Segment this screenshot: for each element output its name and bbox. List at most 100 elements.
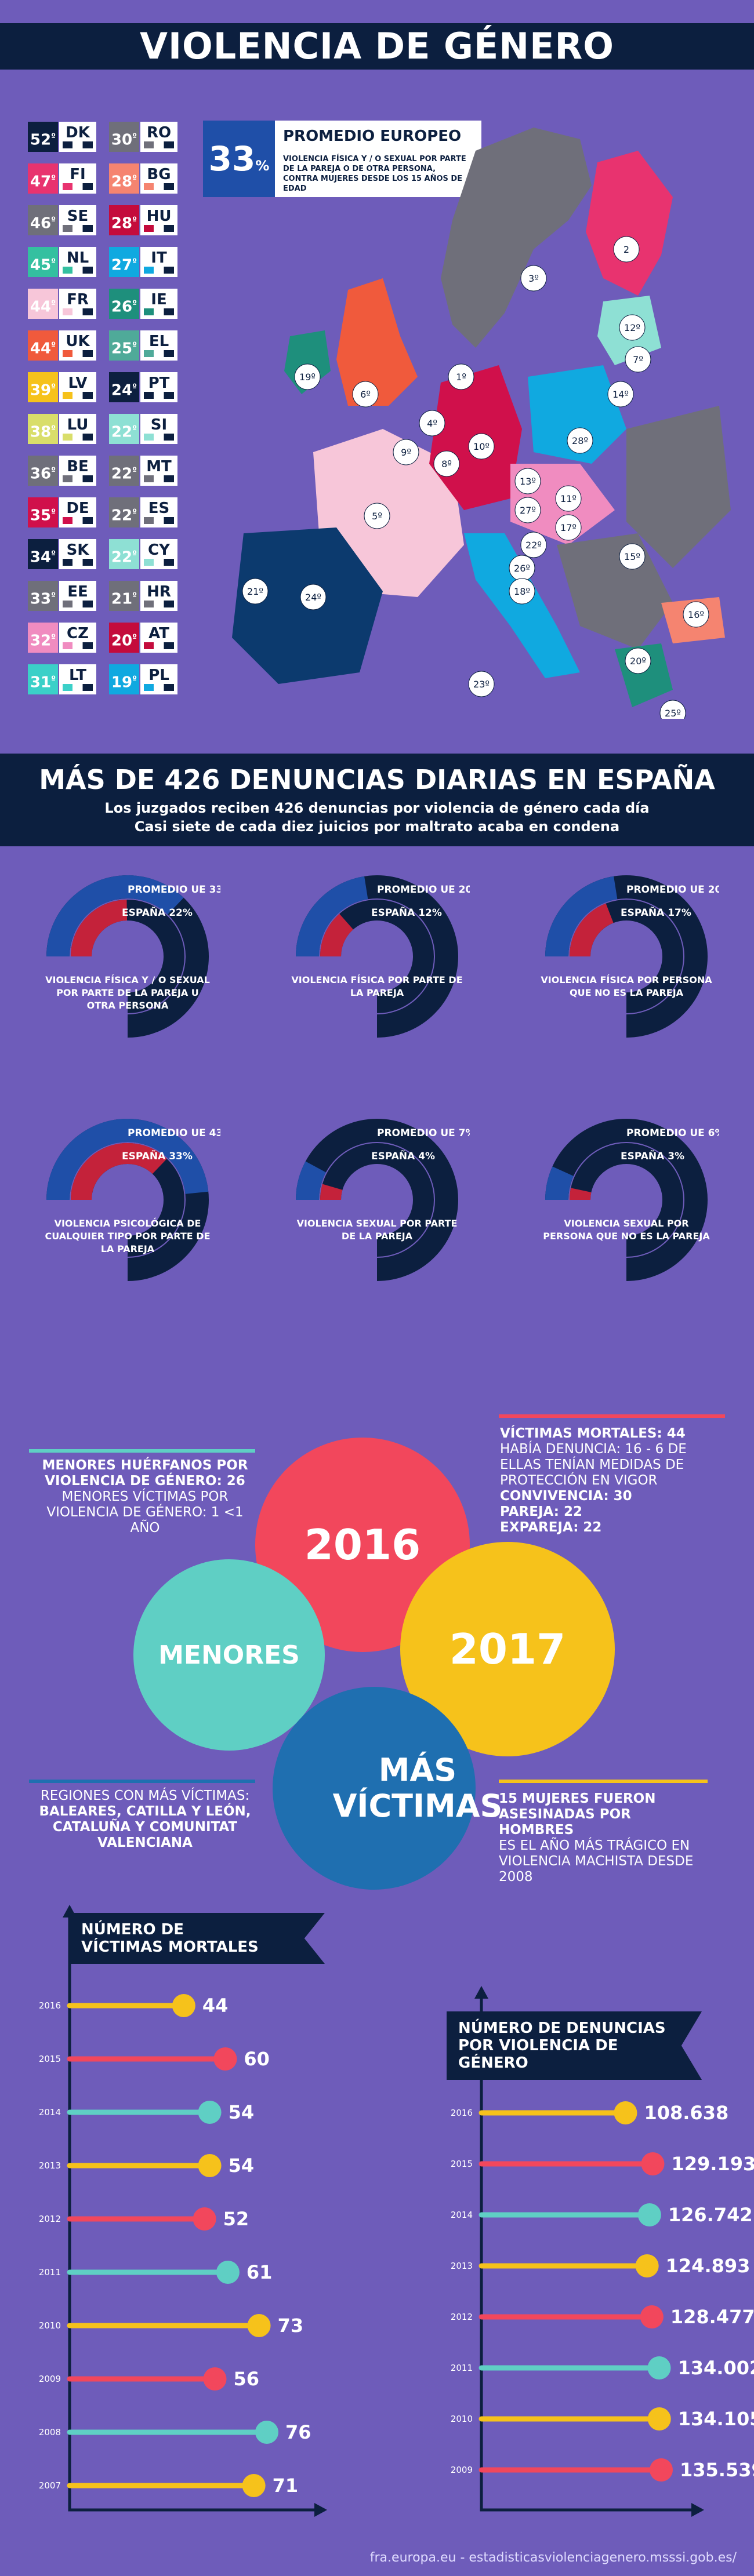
section2-sub2: Casi siete de cada diez juicios por malt… [134, 818, 620, 835]
country-pct-lt: 31º [28, 664, 58, 694]
country-pct-lu: 38º [28, 414, 58, 444]
map-region-east [626, 406, 731, 568]
country-code-se: SE [59, 205, 96, 235]
chart-value-label: 124.893 [666, 2255, 751, 2277]
country-code-de: DE [59, 497, 96, 527]
flag-icon [144, 267, 174, 274]
map-rank-badge: 13º [514, 468, 541, 494]
chart-year-label: 2014 [39, 2107, 61, 2117]
bubble-mas-victimas: MÁS VÍCTIMAS [273, 1687, 502, 1890]
chart-value-label: 54 [229, 2155, 255, 2177]
country-code-si: SI [140, 414, 177, 444]
victimas-2017-title: 15 MUJERES FUERON ASESINADAS POR HOMBRES [499, 1791, 656, 1838]
country-code-nl: NL [59, 247, 96, 277]
map-rank-badge: 20º [625, 647, 651, 674]
chart-year-label: 2012 [451, 2312, 473, 2322]
donut-chart: PROMEDIO UE 33% ESPAÑA 22% [46, 875, 220, 1038]
flag-icon [63, 392, 93, 399]
chart-value-label: 56 [234, 2368, 260, 2390]
country-code-es: ES [140, 497, 177, 527]
flag-icon [63, 141, 93, 148]
flag-icon [144, 434, 174, 441]
map-rank-badge: 7º [625, 346, 651, 373]
country-pct-ee: 33º [28, 581, 58, 611]
regiones-title: BALEARES, CATILLA Y LEÓN, CATALUÑA Y COM… [39, 1804, 251, 1850]
donut-es-label: ESPAÑA 12% [371, 905, 442, 919]
chart-year-label: 2013 [39, 2160, 61, 2171]
donut-es-arc [320, 1184, 343, 1200]
country-pct-es: 22º [109, 497, 139, 527]
flag-icon [144, 308, 174, 315]
donut-ue-arc [296, 876, 368, 957]
map-rank-badge: 9º [393, 439, 419, 465]
chart-point [172, 1994, 195, 2017]
svg-text:8º: 8º [441, 459, 452, 470]
country-pct-fi: 47º [28, 163, 58, 194]
chart-point [213, 2047, 237, 2071]
flag-icon [63, 308, 93, 315]
country-pct-de: 35º [28, 497, 58, 527]
map-rank-badge: 17º [555, 514, 582, 541]
chart-value-label: 126.742 [668, 2204, 753, 2226]
chart2-title: NÚMERO DE DENUNCIAS POR VIOLENCIA DE GÉN… [447, 2011, 702, 2080]
chart-year-label: 2012 [39, 2214, 61, 2224]
country-pct-hr: 21º [109, 581, 139, 611]
chart-point [647, 2356, 671, 2379]
svg-text:27º: 27º [520, 505, 536, 516]
svg-text:15º: 15º [624, 551, 640, 562]
deco-line-2017 [499, 1780, 708, 1783]
map-rank-badge: 24º [300, 584, 327, 610]
deco-line-2016 [499, 1414, 725, 1418]
svg-text:25º: 25º [665, 708, 681, 719]
chart-year-label: 2011 [451, 2363, 473, 2373]
country-pct-it: 27º [109, 247, 139, 277]
donut-ue-label: PROMEDIO UE 7% [377, 1127, 470, 1139]
country-pct-nl: 45º [28, 247, 58, 277]
svg-text:4º: 4º [427, 418, 437, 429]
eu-average-value: 33% [203, 121, 275, 197]
country-code-lt: LT [59, 664, 96, 694]
chart-point [635, 2254, 659, 2277]
country-code-it: IT [140, 247, 177, 277]
donut-chart: PROMEDIO UE 6% ESPAÑA 3% [545, 1119, 719, 1281]
country-pct-ro: 30º [109, 122, 139, 152]
map-rank-badge: 28º [567, 427, 593, 454]
chart-point [216, 2261, 240, 2284]
chart-point [242, 2474, 266, 2497]
donut-es-arc [71, 1143, 167, 1200]
svg-text:24º: 24º [305, 592, 321, 603]
chart-point [640, 2305, 664, 2328]
chart-value-label: 60 [244, 2048, 270, 2070]
victimas-2017-info: 15 MUJERES FUERON ASESINADAS POR HOMBRES… [499, 1791, 708, 1885]
donut-es-arc [570, 1188, 592, 1200]
chart-year-label: 2008 [39, 2427, 61, 2437]
chart-point [203, 2367, 227, 2391]
chart-year-label: 2013 [451, 2261, 473, 2271]
chart-value-label: 61 [246, 2261, 273, 2283]
chart-point [647, 2407, 671, 2431]
map-rank-badge: 6º [352, 381, 379, 407]
map-rank-badge: 16º [683, 601, 709, 628]
chart-year-label: 2016 [451, 2108, 473, 2118]
country-pct-se: 46º [28, 205, 58, 235]
chart-victimas-mortales: 2016 44 2015 60 2014 54 2013 54 2012 52 2011 61 2010… [39, 1905, 327, 2517]
arrow-up-icon [474, 1986, 488, 1999]
flag-icon [144, 350, 174, 357]
country-pct-si: 22º [109, 414, 139, 444]
country-code-lv: LV [59, 372, 96, 402]
map-rank-badge: 1º [448, 363, 474, 390]
victimas-2016-convivencia: CONVIVENCIA: 30 [500, 1489, 632, 1504]
country-code-fi: FI [59, 163, 96, 194]
svg-text:22º: 22º [525, 540, 542, 551]
svg-text:21º: 21º [247, 586, 263, 597]
victimas-2016-expareja: EXPAREJA: 22 [500, 1520, 602, 1535]
country-pct-hu: 28º [109, 205, 139, 235]
country-code-dk: DK [59, 122, 96, 152]
chart-year-label: 2011 [39, 2267, 61, 2277]
donut-es-arc [570, 903, 614, 957]
country-code-at: AT [140, 623, 177, 653]
map-rank-badge: 3º [520, 265, 547, 292]
chart1-title: NÚMERO DE VÍCTIMAS MORTALES [70, 1913, 325, 1964]
chart2-title-l1: NÚMERO DE DENUNCIAS [458, 2020, 666, 2037]
svg-text:11º: 11º [560, 493, 577, 504]
